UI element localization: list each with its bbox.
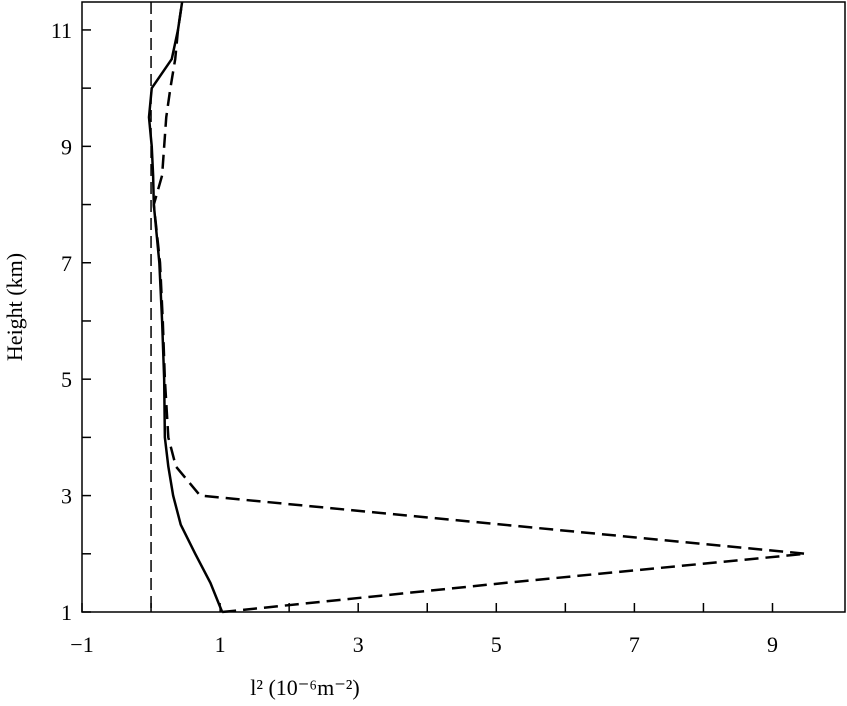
x-tick-label: 1 [215, 632, 226, 657]
profile-line [147, 1, 224, 613]
y-tick-label: 7 [61, 251, 72, 276]
y-tick-label: 3 [61, 484, 72, 509]
y-axis-label: Height (km) [2, 253, 27, 361]
y-tick-label: 1 [61, 600, 72, 625]
y-tick-label: 11 [51, 18, 72, 43]
y-tick-label: 9 [61, 134, 72, 159]
y-tick-label: 5 [61, 367, 72, 392]
x-axis-label: l² (10⁻⁶m⁻²) [250, 675, 359, 700]
x-tick-label: 5 [491, 632, 502, 657]
x-tick-label: 7 [629, 632, 640, 657]
x-tick-label: 9 [767, 632, 778, 657]
profile-line [152, 1, 806, 614]
plot-frame [81, 1, 846, 613]
x-tick-label: 3 [353, 632, 364, 657]
x-tick-label: −1 [70, 632, 93, 657]
